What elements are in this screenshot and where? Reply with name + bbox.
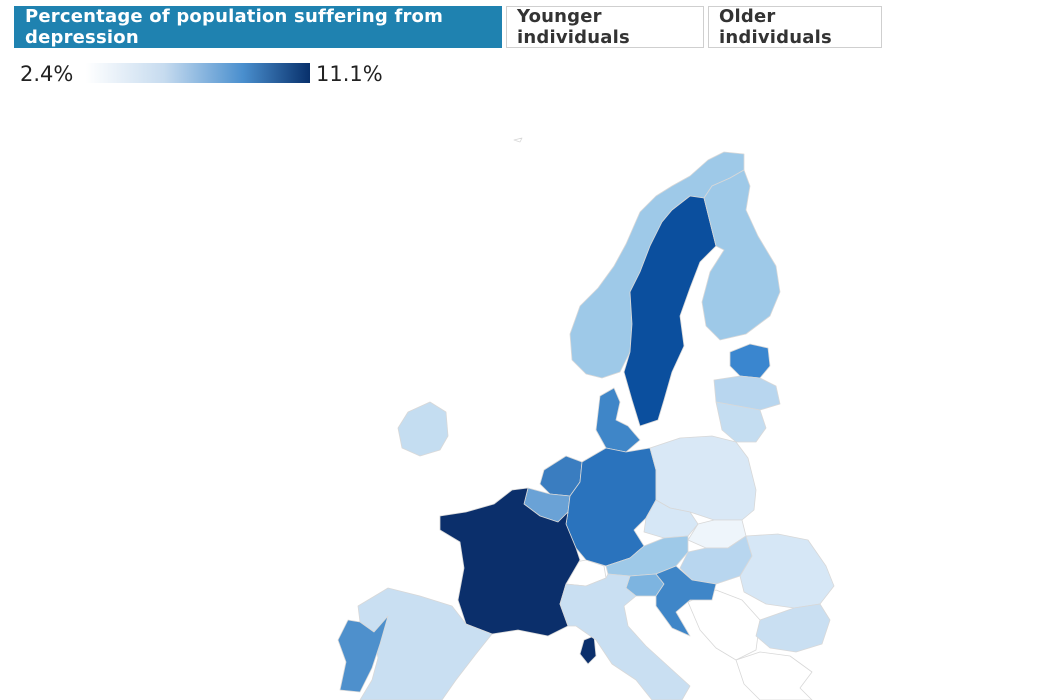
region-isle-small xyxy=(513,137,523,143)
europe-choropleth-map xyxy=(337,137,835,700)
tab-older-individuals[interactable]: Older individuals xyxy=(708,6,882,48)
tab-depression-percentage[interactable]: Percentage of population suffering from … xyxy=(14,6,502,48)
region-france[interactable] xyxy=(439,487,581,637)
tab-younger-individuals[interactable]: Younger individuals xyxy=(506,6,704,48)
region-romania[interactable] xyxy=(739,533,835,609)
region-portugal[interactable] xyxy=(337,615,389,693)
region-ireland[interactable] xyxy=(397,401,449,457)
region-finland[interactable] xyxy=(701,169,781,341)
region-italy[interactable] xyxy=(559,573,691,700)
region-denmark[interactable] xyxy=(595,387,641,453)
legend-max-label: 11.1% xyxy=(316,62,383,86)
region-corsica[interactable] xyxy=(579,635,597,665)
region-lithuania[interactable] xyxy=(715,401,767,443)
legend-gradient-bar xyxy=(86,63,310,83)
legend-min-label: 2.4% xyxy=(20,62,74,86)
region-bulgaria[interactable] xyxy=(755,603,831,653)
region-balkans[interactable] xyxy=(687,589,761,661)
region-estonia[interactable] xyxy=(729,343,771,379)
indicator-tabs: Percentage of population suffering from … xyxy=(14,6,882,48)
region-greece[interactable] xyxy=(735,651,813,700)
region-croatia[interactable] xyxy=(655,565,717,637)
